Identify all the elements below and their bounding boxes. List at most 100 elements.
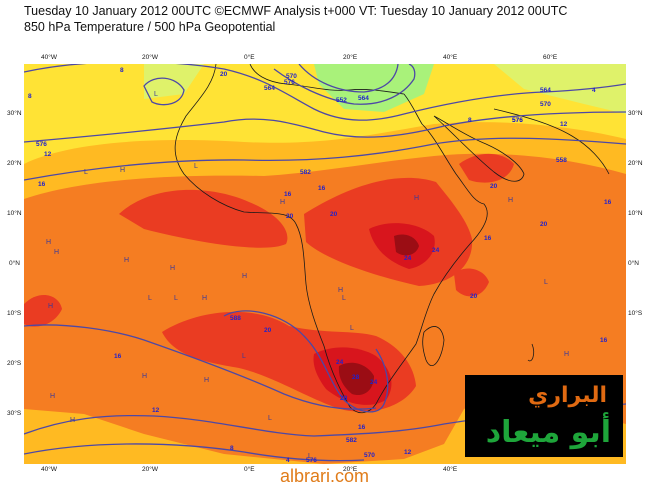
pressure-marker: L [174,295,178,302]
lat-label-left: 30°N [7,110,22,117]
contour-label: 12 [152,407,160,414]
temperature-band-20-24 [454,268,489,297]
pressure-marker: L [544,279,548,286]
pressure-marker: L [154,91,158,98]
lat-label-left: 10°N [7,210,22,217]
temperature-band-28-plus [394,234,419,256]
contour-label: 8 [230,445,234,452]
watermark-line-1: البراري [528,383,607,408]
contour-label: 570 [540,101,551,108]
contour-label: 564 [358,95,369,102]
lon-label-bottom: 20°E [343,466,358,473]
contour-label: 28 [340,395,348,402]
lon-label-top: 40°W [41,54,57,61]
lon-label-top: 20°W [142,54,158,61]
contour-label: 588 [230,315,241,322]
lon-label-top: 40°E [443,54,458,61]
contour-label: 564 [540,87,551,94]
contour-label: 20 [540,221,548,228]
chart-title: Tuesday 10 January 2012 00UTC ©ECMWF Ana… [24,4,568,18]
pressure-marker: L [342,295,346,302]
watermark-line-2: أبو ميعاد [485,415,611,450]
coastlines [174,64,610,414]
contour-label: 12 [560,121,568,128]
contour-label: 16 [358,424,366,431]
chart-subtitle: 850 hPa Temperature / 500 hPa Geopotenti… [24,20,276,34]
contour-label: 570 [364,452,375,459]
contour-label: 16 [38,181,46,188]
contour-label: 16 [318,185,326,192]
pressure-marker: H [242,273,247,280]
contour-label: 24 [432,247,440,254]
contour-label: 576 [284,79,295,86]
contour-label: 576 [512,117,523,124]
lat-label-left: 20°N [7,160,22,167]
lon-label-top: 0°E [244,54,255,61]
contour-label: 20 [330,211,338,218]
pressure-marker: L [194,163,198,170]
lat-label-right: 30°N [628,110,643,117]
lat-label-left: 0°N [9,260,20,267]
contour-label: 28 [352,374,360,381]
lat-label-right: 10°N [628,210,643,217]
contour-label: 20 [490,183,498,190]
contour-label: 4 [286,457,290,464]
pressure-marker: L [84,169,88,176]
contour-label: 20 [264,327,272,334]
pressure-marker: H [48,303,53,310]
contour-label: 16 [600,337,608,344]
pressure-marker: H [508,197,513,204]
pressure-marker: H [564,351,569,358]
contour-label: 582 [346,437,357,444]
contour-label: 8 [120,67,124,74]
pressure-marker: H [414,195,419,202]
pressure-marker: H [170,265,175,272]
temperature-band-20-24 [24,294,62,327]
contour-label: 564 [264,85,275,92]
lat-label-right: 10°S [628,310,643,317]
pressure-marker: L [350,325,354,332]
temperature-band-20-24 [119,189,288,248]
contour-label: 558 [556,157,567,164]
pressure-marker: H [70,417,75,424]
pressure-marker: H [124,257,129,264]
contour-label: 24 [404,255,412,262]
pressure-marker: L [148,295,152,302]
contour-label: 582 [300,169,311,176]
lat-label-right: 20°N [628,160,643,167]
pressure-marker: H [54,249,59,256]
contour-label: 20 [470,293,478,300]
pressure-marker: H [46,239,51,246]
contour-label: 16 [284,191,292,198]
contour-label: 12 [404,449,412,456]
contour-label: 24 [336,359,344,366]
contour-label: 552 [336,97,347,104]
temperature-band-4-8 [144,64,626,114]
contour-label: 576 [512,117,523,124]
lon-label-bottom: 40°W [41,466,57,473]
pressure-marker: H [50,393,55,400]
contour-label: 20 [286,213,294,220]
lon-label-bottom: 40°E [443,466,458,473]
contour-label: 576 [306,457,317,464]
lon-label-top: 20°E [343,54,358,61]
contour-label: 16 [484,235,492,242]
lat-label-right: 0°N [628,260,639,267]
lon-label-top: 60°E [543,54,558,61]
lon-label-bottom: 20°W [142,466,158,473]
pressure-marker: L [308,453,312,460]
watermark-logo: البراري أبو ميعاد [465,375,623,457]
pressure-marker: H [338,287,343,294]
lat-label-left: 10°S [7,310,22,317]
temperature-band-28-plus [338,362,374,396]
contour-label: 8 [468,117,472,124]
temperature-band-0-4 [314,64,434,112]
site-watermark: albrari.com [279,466,370,486]
pressure-marker: H [202,295,207,302]
lon-label-bottom: 0°E [244,466,255,473]
lat-label-left: 30°S [7,410,22,417]
contour-label: 570 [286,73,297,80]
lat-label-left: 20°S [7,360,22,367]
contour-label: 4 [592,87,596,94]
contour-label: 12 [44,151,52,158]
